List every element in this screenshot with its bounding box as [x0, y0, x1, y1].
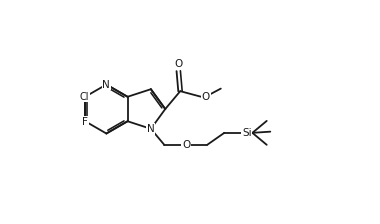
Text: Si: Si	[242, 128, 252, 138]
Text: F: F	[82, 117, 88, 127]
Text: O: O	[202, 92, 210, 102]
Text: O: O	[182, 140, 190, 150]
Text: N: N	[103, 80, 110, 90]
Text: Cl: Cl	[80, 92, 89, 102]
Text: O: O	[174, 58, 183, 69]
Text: N: N	[147, 124, 155, 134]
